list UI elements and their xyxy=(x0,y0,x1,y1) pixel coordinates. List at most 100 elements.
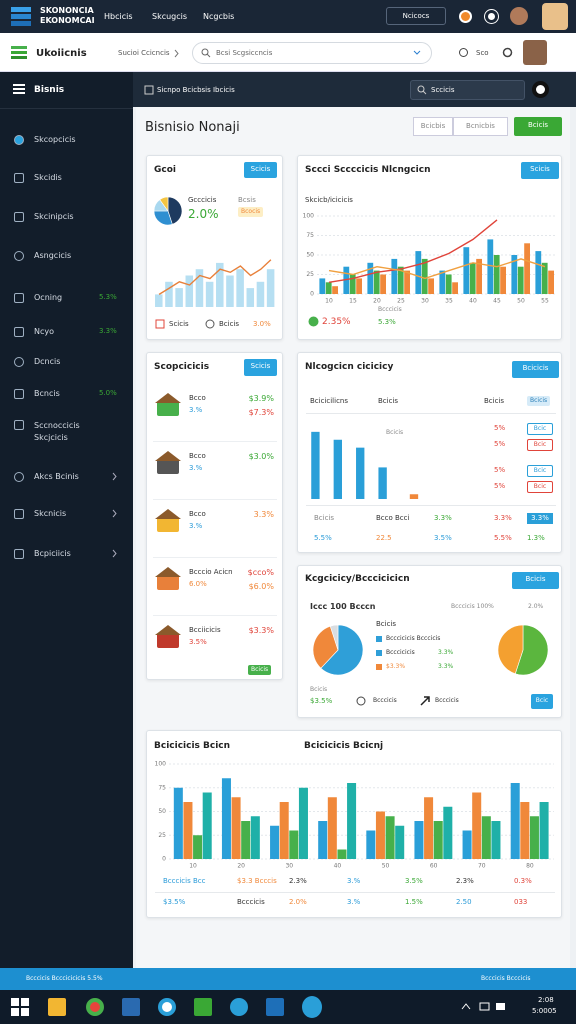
y-tick-label: 75 xyxy=(306,232,314,239)
bar xyxy=(414,821,424,859)
taskbar-app[interactable] xyxy=(86,998,104,1016)
card-button[interactable]: Scicis xyxy=(521,162,559,179)
nav-icon xyxy=(14,420,24,430)
header-search[interactable] xyxy=(410,80,525,100)
page-button[interactable]: Bcnicbis xyxy=(453,117,508,136)
legend-value: 3.3% xyxy=(438,649,454,656)
card-button[interactable]: Scicis xyxy=(244,162,277,178)
nav-icon xyxy=(14,549,24,559)
taskbar-app[interactable] xyxy=(230,998,248,1016)
nav-item[interactable]: Ncyo xyxy=(34,327,55,336)
column-header: Bcicis xyxy=(527,396,551,406)
breadcrumb[interactable]: Sucioi Ccicncis xyxy=(118,49,170,57)
page-button[interactable]: Bcicis xyxy=(514,117,562,136)
x-tick-label: 20 xyxy=(237,863,245,870)
pie-chart xyxy=(312,624,364,676)
bar xyxy=(452,282,458,294)
taskbar-app[interactable] xyxy=(158,998,176,1016)
product-sub: 6.0% xyxy=(189,580,207,588)
bar xyxy=(205,281,214,307)
pie-slice xyxy=(514,624,549,676)
card-title: Gcoi xyxy=(154,165,176,175)
row-label: Bcccicis Bcc xyxy=(163,877,206,885)
taskbar-app[interactable] xyxy=(302,996,322,1018)
bar xyxy=(511,255,518,294)
nav-item[interactable]: Sccnoccicis Skcjcicis xyxy=(34,421,80,442)
nav-value: 5.3% xyxy=(99,293,117,301)
product-icon xyxy=(155,625,181,648)
nav-item[interactable]: Skcidis xyxy=(34,173,62,182)
crumb-icon xyxy=(144,85,154,95)
nav-item[interactable]: Bcpiciicis xyxy=(34,549,71,558)
brand: EKONOMCAI xyxy=(40,16,95,25)
bar xyxy=(221,778,231,859)
nav-item[interactable]: Akcs Bcinis xyxy=(34,472,79,481)
y-tick-label: 100 xyxy=(155,761,167,768)
avatar[interactable] xyxy=(542,3,568,30)
menu-icon[interactable] xyxy=(13,84,25,94)
top-button[interactable]: Ncicocs xyxy=(386,7,446,25)
taskbar-app[interactable] xyxy=(48,998,66,1016)
taskbar-app[interactable] xyxy=(194,998,212,1016)
line-series xyxy=(328,258,546,280)
nav-link[interactable]: Hbcicis xyxy=(104,12,133,21)
taskbar-app[interactable] xyxy=(266,998,284,1016)
bar xyxy=(175,288,183,307)
footer-icon xyxy=(308,316,319,327)
nav-link[interactable]: Ncgcbis xyxy=(203,12,235,21)
settings-icon[interactable] xyxy=(502,47,513,58)
pie-value: 2.0% xyxy=(188,207,219,221)
nav-item[interactable]: Skcinipcis xyxy=(34,212,74,221)
avatar[interactable] xyxy=(510,7,528,25)
taskbar-app[interactable] xyxy=(122,998,140,1016)
card-button[interactable]: Scicis xyxy=(244,359,277,376)
start-button[interactable] xyxy=(10,997,30,1017)
bar xyxy=(236,269,244,307)
bar xyxy=(183,802,193,859)
search-icon xyxy=(201,48,211,58)
summary-card: Bcicicicis Bcicn Bcicicicis Bcicnj 0 25 50… xyxy=(146,730,562,918)
distribution-card: Kcgcicicy/Bcccicicicn Bcicis Iccc 100 Bc… xyxy=(297,565,562,718)
search-box[interactable] xyxy=(192,42,432,64)
divider xyxy=(153,615,277,616)
card-button[interactable]: Bcic xyxy=(531,694,553,709)
x-tick-label: 30 xyxy=(285,863,293,870)
app-link[interactable]: Sco xyxy=(476,49,489,57)
nav-item[interactable]: Dcncis xyxy=(34,357,61,366)
x-tick-label: 15 xyxy=(349,298,357,305)
table-cell: Bcco Bcci xyxy=(376,514,410,522)
table-cell: 2.50 xyxy=(456,898,472,906)
footer-link[interactable]: Bcccicis xyxy=(373,697,397,704)
bar xyxy=(318,821,328,859)
bar xyxy=(266,269,275,307)
settings-icon[interactable] xyxy=(484,9,499,24)
avatar[interactable] xyxy=(523,40,547,65)
bar xyxy=(332,286,338,294)
page-button[interactable]: Bcicbis xyxy=(413,117,453,136)
card-title: Bcicicicis Bcicn xyxy=(154,741,231,751)
nav-item[interactable]: Skcnicis xyxy=(34,509,67,518)
footer-link[interactable]: Bcccicis xyxy=(435,697,459,704)
table-cell: 3.% xyxy=(347,898,361,906)
table-cell: 0.3% xyxy=(514,877,532,885)
notify-icon[interactable] xyxy=(459,10,472,23)
card-button[interactable]: Bcicicis xyxy=(512,361,559,378)
bell-icon[interactable] xyxy=(458,47,469,58)
pie-slice xyxy=(329,624,339,651)
brand: SKONONCIA xyxy=(40,6,94,15)
toggle[interactable] xyxy=(532,81,549,98)
nav-item[interactable]: Ocning xyxy=(34,293,63,302)
nav-item[interactable]: Bcncis xyxy=(34,389,60,398)
card-tag: Bcicis xyxy=(248,665,272,675)
bar xyxy=(541,262,548,294)
card-button[interactable]: Bcicis xyxy=(512,572,559,589)
card-title: Sccci Sccccicis Nlcngcicn xyxy=(305,165,431,175)
bar xyxy=(428,278,434,294)
bar xyxy=(241,821,251,859)
nav-item[interactable]: Skcopcicis xyxy=(34,135,76,144)
nav-item[interactable]: Asngcicis xyxy=(34,251,72,260)
header-crumb[interactable]: Sicnpo Bcicbsis Ibcicis xyxy=(157,86,235,94)
bar xyxy=(343,266,350,294)
bar xyxy=(395,825,405,859)
nav-link[interactable]: Skcugcis xyxy=(152,12,188,21)
